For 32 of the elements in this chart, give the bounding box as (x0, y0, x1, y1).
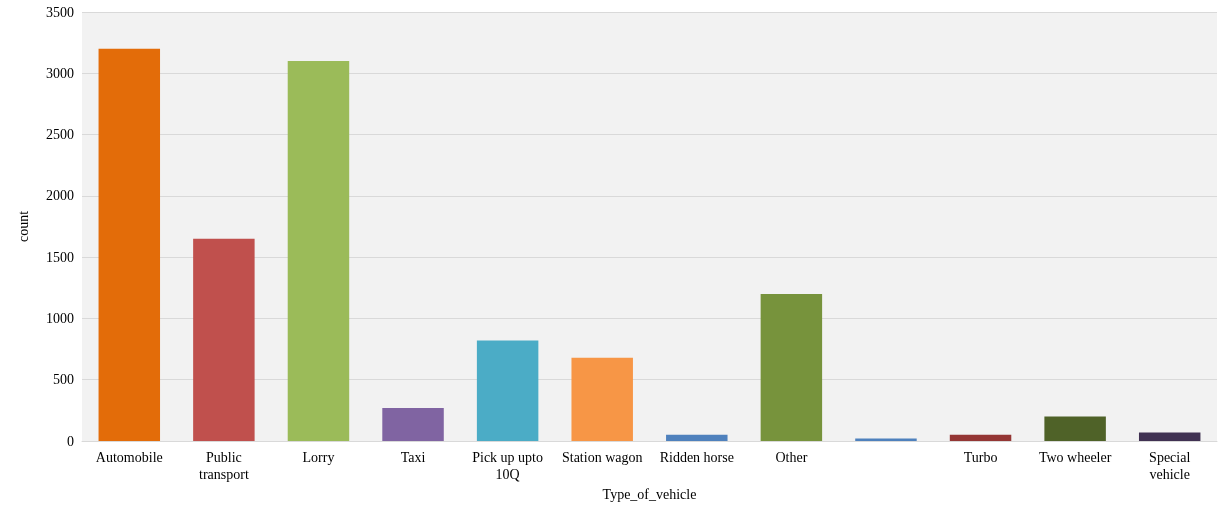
y-tick-label: 2500 (46, 127, 74, 143)
bar (666, 434, 728, 441)
bar (98, 48, 161, 441)
y-axis-title: count (15, 210, 31, 243)
y-tick-label: 1000 (46, 310, 74, 326)
x-tick-label: Lorry (302, 450, 335, 465)
x-tick-label: Turbo (963, 450, 998, 465)
y-tick-label: 500 (53, 372, 74, 388)
bar (1044, 416, 1106, 441)
y-tick-label: 1500 (46, 249, 74, 265)
bar (760, 293, 823, 441)
x-tick-label: Two wheeler (1038, 450, 1112, 465)
y-tick-label: 2000 (46, 188, 74, 204)
x-tick-label: Automobile (95, 450, 163, 465)
x-tick-label: Special vehicle (1149, 450, 1191, 482)
bar (949, 434, 1012, 441)
bar (571, 357, 633, 441)
x-tick-label: Station wagon (561, 450, 643, 465)
bar (193, 238, 255, 441)
x-axis-title: Type_of_vehicle (602, 487, 697, 503)
y-tick-label: 3500 (46, 4, 74, 20)
y-tick-label: 0 (67, 433, 74, 449)
x-tick-label: Pick up upto 10Q (472, 450, 544, 482)
x-tick-label: Other (775, 450, 808, 465)
bar (287, 61, 350, 441)
bar (382, 407, 444, 441)
y-tick-label: 3000 (46, 65, 74, 81)
x-tick-label: Taxi (400, 450, 426, 465)
bar (1138, 432, 1201, 441)
x-tick-label: Ridden horse (659, 450, 734, 465)
x-tick-label: Public transport (198, 450, 249, 482)
bar (476, 340, 539, 441)
